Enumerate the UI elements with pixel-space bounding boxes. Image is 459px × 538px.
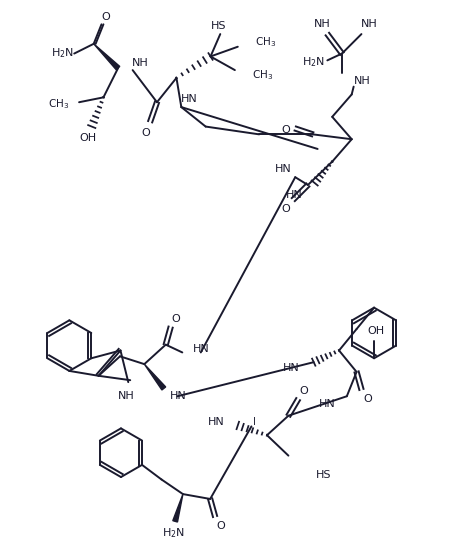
Text: O: O	[280, 204, 289, 214]
Text: HN: HN	[193, 344, 209, 353]
Text: HN: HN	[274, 165, 291, 174]
Text: O: O	[140, 129, 149, 138]
Text: CH$_3$: CH$_3$	[48, 97, 69, 111]
Text: HN: HN	[318, 399, 335, 409]
Text: NH: NH	[131, 58, 148, 68]
Text: O: O	[362, 394, 371, 404]
Polygon shape	[173, 494, 183, 522]
Text: H$_2$N: H$_2$N	[302, 55, 325, 69]
Text: CH$_3$: CH$_3$	[252, 68, 273, 82]
Text: HN: HN	[285, 190, 302, 200]
Text: CH$_3$: CH$_3$	[255, 35, 276, 49]
Text: HN: HN	[283, 363, 299, 373]
Text: HS: HS	[315, 470, 330, 480]
Text: O: O	[101, 11, 110, 22]
Text: O: O	[299, 386, 308, 397]
Text: OH: OH	[79, 133, 96, 143]
Text: H$_2$N: H$_2$N	[162, 526, 184, 538]
Polygon shape	[94, 44, 119, 70]
Text: NH: NH	[353, 76, 369, 86]
Text: O: O	[216, 521, 225, 531]
Text: HN: HN	[169, 391, 186, 401]
Text: NH: NH	[313, 19, 330, 30]
Text: NH: NH	[118, 391, 134, 401]
Text: HS: HS	[210, 22, 225, 31]
Text: OH: OH	[367, 326, 384, 336]
Text: H$_2$N: H$_2$N	[51, 47, 74, 60]
Text: HN: HN	[181, 94, 198, 104]
Text: HN: HN	[207, 416, 224, 427]
Text: O: O	[280, 125, 289, 136]
Text: O: O	[171, 314, 179, 324]
Polygon shape	[144, 364, 165, 390]
Text: I: I	[253, 416, 256, 427]
Text: NH: NH	[360, 19, 377, 30]
